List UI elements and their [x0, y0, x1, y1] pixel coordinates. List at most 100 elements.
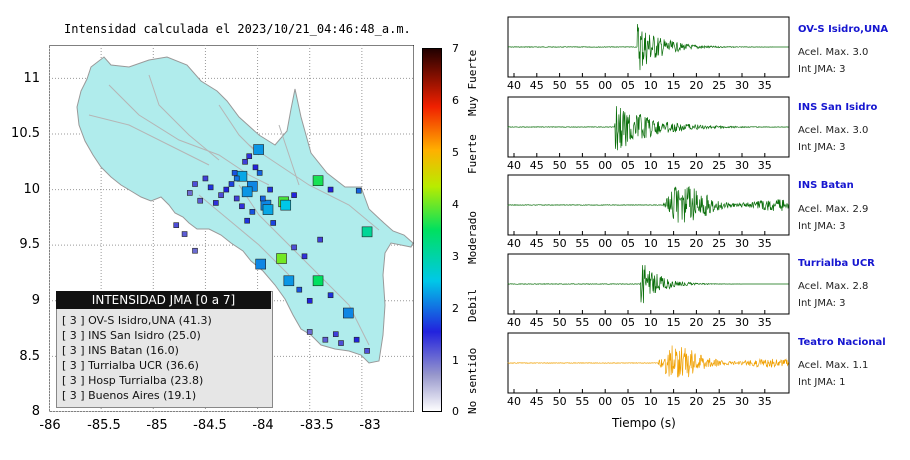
time-tick-label: 35: [757, 159, 772, 172]
waveform-line: [507, 265, 789, 304]
time-tick-label: 05: [621, 159, 635, 172]
station-marker: [233, 175, 240, 182]
station-marker: [280, 199, 292, 211]
time-tick-label: 40: [507, 159, 521, 172]
station-marker: [296, 286, 303, 293]
time-tick-label: 55: [575, 159, 590, 172]
time-tick-label: 45: [529, 79, 544, 92]
legend-row: [ 3 ] INS San Isidro (25.0): [62, 329, 201, 342]
time-tick-label: 35: [757, 237, 772, 250]
time-tick-label: 45: [529, 159, 544, 172]
y-tick-8: 8: [31, 404, 40, 419]
station-marker: [327, 292, 334, 299]
time-tick-label: 30: [735, 159, 749, 172]
station-marker: [223, 186, 230, 193]
legend-row: [ 3 ] Buenos Aires (19.1): [62, 389, 197, 402]
x-tick-86: -86: [39, 418, 61, 433]
station-marker: [291, 244, 297, 251]
time-tick-label: 15: [666, 316, 681, 329]
time-tick-label: 10: [643, 159, 658, 172]
station-marker: [317, 236, 323, 243]
time-tick-label: 00: [598, 395, 613, 408]
time-tick-label: 40: [507, 316, 521, 329]
station-marker: [233, 195, 240, 202]
station-name: INS Batan: [798, 180, 854, 191]
legend-row: [ 3 ] OV-S Isidro,UNA (41.3): [62, 314, 212, 327]
station-marker: [202, 175, 209, 182]
station-marker: [332, 331, 339, 337]
waveform-line: [507, 186, 789, 223]
station-name: Teatro Nacional: [798, 337, 886, 348]
station-marker: [338, 340, 344, 346]
x-tick-84-5: -84.5: [193, 418, 227, 433]
time-tick-label: 35: [757, 395, 772, 408]
waveform-trace: [507, 16, 790, 78]
station-jma: Int JMA: 1: [798, 377, 846, 388]
waveform-trace: [507, 174, 790, 236]
cb-tick-4: 4: [452, 198, 459, 211]
waveform-trace: [507, 253, 790, 315]
time-tick-label: 45: [529, 316, 544, 329]
station-marker: [342, 307, 354, 319]
station-marker: [186, 190, 193, 196]
time-tick-label: 05: [621, 79, 635, 92]
waveform-trace: [507, 96, 790, 158]
y-tick-9-5: 9.5: [19, 237, 40, 252]
station-marker: [353, 336, 360, 343]
time-tick-label: 50: [552, 79, 567, 92]
time-tick-label: 40: [507, 395, 521, 408]
time-tick-label: 15: [666, 395, 681, 408]
x-axis-label: Tiempo (s): [612, 416, 676, 430]
cb-tick-0: 0: [452, 405, 459, 418]
time-tick-label: 00: [598, 79, 613, 92]
station-marker: [322, 336, 329, 343]
station-marker: [270, 220, 277, 226]
station-marker: [259, 195, 266, 202]
station-marker: [239, 203, 245, 210]
station-marker: [306, 329, 313, 335]
station-marker: [312, 175, 324, 186]
y-tick-10-5: 10.5: [11, 126, 40, 141]
time-tick-label: 30: [735, 237, 749, 250]
station-marker: [253, 144, 264, 155]
cb-label-no-sentido: No sentido: [466, 347, 479, 414]
time-tick-label: 20: [689, 159, 704, 172]
station-acel: Acel. Max. 3.0: [798, 125, 869, 136]
station-acel: Acel. Max. 3.0: [798, 47, 869, 58]
time-tick-label: 55: [575, 316, 590, 329]
legend-row: [ 3 ] INS Batan (16.0): [62, 344, 179, 357]
time-tick-label: 15: [666, 159, 681, 172]
station-marker: [361, 226, 373, 238]
y-tick-10: 10: [23, 182, 40, 197]
time-tick-label: 35: [757, 316, 772, 329]
time-tick-label: 40: [507, 237, 521, 250]
station-marker: [244, 217, 250, 224]
waveform-trace: [507, 332, 790, 394]
station-name: Turrialba UCR: [798, 258, 875, 269]
station-marker: [276, 253, 287, 264]
station-marker: [256, 170, 263, 176]
time-tick-label: 25: [712, 237, 727, 250]
x-tick-83: -83: [359, 418, 381, 433]
time-tick-label: 20: [689, 395, 704, 408]
time-tick-label: 30: [735, 316, 749, 329]
time-tick-label: 45: [529, 395, 544, 408]
station-marker: [213, 200, 219, 206]
station-marker: [192, 247, 198, 254]
station-marker: [306, 297, 313, 304]
time-tick-label: 15: [666, 237, 681, 250]
station-markers: [173, 144, 373, 354]
station-marker: [231, 170, 238, 176]
station-marker: [283, 275, 295, 287]
time-tick-label: 25: [712, 79, 727, 92]
station-marker: [255, 258, 266, 270]
time-tick-label: 50: [552, 159, 567, 172]
time-tick-label: 20: [689, 316, 704, 329]
time-tick-label: 00: [598, 159, 613, 172]
time-tick-label: 00: [598, 237, 613, 250]
station-acel: Acel. Max. 2.8: [798, 281, 869, 292]
time-tick-label: 20: [689, 79, 704, 92]
time-tick-label: 55: [575, 395, 590, 408]
time-tick-label: 25: [712, 159, 727, 172]
cb-tick-3: 3: [452, 250, 459, 263]
